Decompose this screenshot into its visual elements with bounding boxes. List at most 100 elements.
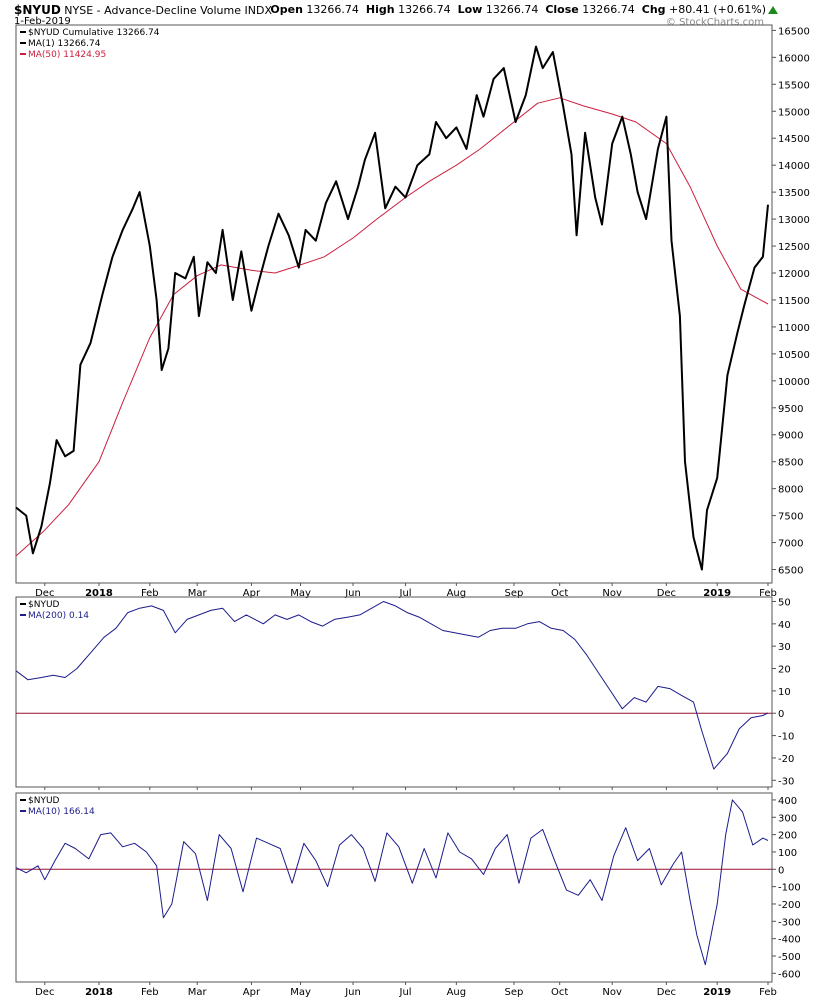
series-line-nyud-cumulative [15, 45, 769, 571]
x-tick-label: Oct [551, 987, 568, 998]
x-tick-label: Jul [399, 987, 412, 998]
x-tick-label: Feb [141, 588, 159, 599]
y-tick-label: 300 [778, 813, 797, 824]
y-tick-label: 16000 [778, 53, 810, 64]
open-label: Open [270, 3, 303, 16]
x-tick-label: 2018 [85, 588, 113, 599]
y-tick-label: 100 [778, 848, 797, 859]
x-tick-label: Sep [505, 588, 524, 599]
y-tick-label: 15500 [778, 80, 810, 91]
chart-date: 1-Feb-2019 [14, 16, 71, 27]
y-tick-label: 200 [778, 831, 797, 842]
legend-label: MA(1) 13266.74 [28, 39, 101, 49]
ohlc-readout: Open 13266.74 High 13266.74 Low 13266.74… [270, 3, 766, 16]
y-tick-label: 11000 [778, 323, 810, 334]
low-label: Low [457, 3, 483, 16]
x-tick-label: Apr [243, 987, 261, 998]
low-value: 13266.74 [485, 3, 539, 16]
x-tick-label: Dec [657, 987, 676, 998]
x-tick-label: Jun [344, 588, 361, 599]
chart-subheader: 1-Feb-2019 © StockCharts.com [14, 16, 814, 29]
series-line-ma-200 [15, 601, 769, 770]
x-tick-label: Mar [188, 588, 208, 599]
x-tick-label: 2018 [85, 987, 113, 998]
change-label: Chg [641, 3, 666, 16]
y-tick-label: -300 [778, 917, 801, 928]
y-tick-label: 40 [778, 620, 791, 631]
symbol-description: NYSE - Advance-Decline Volume INDX [64, 4, 272, 17]
y-tick-label: 10 [778, 687, 791, 698]
x-tick-label: Jun [344, 987, 361, 998]
x-tick-label: Feb [759, 987, 777, 998]
close-label: Close [545, 3, 579, 16]
panel-frame-ma200 [15, 596, 773, 788]
y-tick-label: 13500 [778, 188, 810, 199]
x-tick-label: Nov [602, 987, 622, 998]
y-tick-label: -20 [778, 754, 794, 765]
y-tick-label: 15000 [778, 107, 810, 118]
x-tick-label: Jul [399, 588, 412, 599]
y-tick-label: -500 [778, 952, 801, 963]
y-tick-label: 7000 [778, 539, 803, 550]
y-tick-label: 16500 [778, 26, 810, 37]
x-tick-label: Oct [551, 588, 568, 599]
y-tick-label: 9500 [778, 404, 803, 415]
panel-frame-price [15, 24, 773, 584]
y-tick-label: -200 [778, 900, 801, 911]
legend-label: $NYUD Cumulative 13266.74 [28, 28, 160, 38]
x-tick-label: Feb [759, 588, 777, 599]
y-tick-label: -10 [778, 732, 794, 743]
y-tick-label: -100 [778, 883, 801, 894]
series-line-ma-50 [15, 97, 769, 557]
y-tick-label: 8000 [778, 485, 803, 496]
y-tick-label: 7500 [778, 512, 803, 523]
x-tick-label: 2019 [703, 987, 731, 998]
legend-label: $NYUD [28, 796, 60, 806]
change-value: +80.41 (+0.61%) [669, 3, 766, 16]
y-tick-label: 12500 [778, 242, 810, 253]
y-tick-label: 13000 [778, 215, 810, 226]
chart-header: $NYUD NYSE - Advance-Decline Volume INDX… [14, 3, 814, 17]
y-tick-label: 10500 [778, 350, 810, 361]
y-tick-label: 12000 [778, 269, 810, 280]
up-arrow-icon [768, 6, 778, 14]
x-tick-label: Dec [657, 588, 676, 599]
x-tick-label: Feb [141, 987, 159, 998]
high-value: 13266.74 [398, 3, 451, 16]
x-tick-label: Nov [602, 588, 622, 599]
y-tick-label: 9000 [778, 431, 803, 442]
high-label: High [365, 3, 395, 16]
close-value: 13266.74 [582, 3, 635, 16]
panel-frame-ma10 [15, 792, 773, 983]
y-tick-label: 0 [778, 709, 784, 720]
y-tick-label: 50 [778, 597, 791, 608]
y-tick-label: 14500 [778, 134, 810, 145]
x-tick-label: Aug [447, 588, 467, 599]
legend-label: MA(10) 166.14 [28, 807, 95, 817]
y-tick-label: 11500 [778, 296, 810, 307]
y-tick-label: 0 [778, 865, 784, 876]
x-tick-label: Dec [35, 588, 54, 599]
x-tick-label: 2019 [703, 588, 731, 599]
y-tick-label: 10000 [778, 377, 810, 388]
y-tick-label: 20 [778, 665, 791, 676]
y-tick-label: -600 [778, 969, 801, 980]
y-tick-label: -30 [778, 776, 794, 787]
y-tick-label: -400 [778, 935, 801, 946]
y-tick-label: 6500 [778, 566, 803, 577]
x-tick-label: Sep [505, 987, 524, 998]
x-tick-label: May [290, 987, 311, 998]
symbol: $NYUD [14, 3, 61, 17]
y-tick-label: 400 [778, 796, 797, 807]
x-tick-label: Mar [188, 987, 208, 998]
series-line-ma-10 [15, 799, 769, 966]
open-value: 13266.74 [306, 3, 359, 16]
x-tick-label: Dec [35, 987, 54, 998]
y-tick-label: 14000 [778, 161, 810, 172]
legend-label: $NYUD [28, 600, 60, 610]
y-tick-label: 30 [778, 642, 791, 653]
x-tick-label: May [290, 588, 311, 599]
watermark: © StockCharts.com [665, 17, 764, 28]
x-tick-label: Aug [447, 987, 467, 998]
